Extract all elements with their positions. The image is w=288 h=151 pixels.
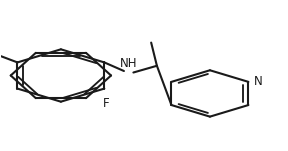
Text: F: F [103,97,109,110]
Text: N: N [253,75,262,88]
Text: NH: NH [120,56,137,69]
